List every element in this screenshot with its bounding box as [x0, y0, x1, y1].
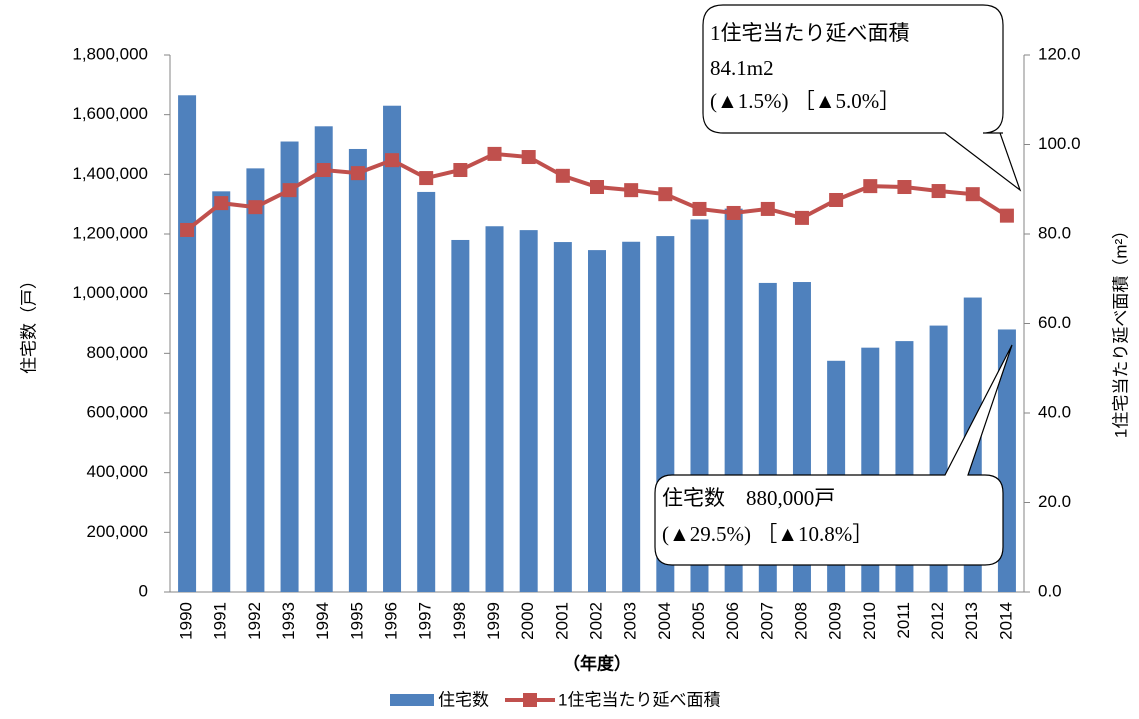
bar	[588, 250, 606, 593]
line-marker	[453, 163, 468, 178]
line-marker	[658, 187, 673, 202]
x-tick-label: 1993	[279, 602, 298, 640]
x-tick-label: 2006	[723, 602, 742, 640]
x-tick-label: 2004	[655, 602, 674, 640]
line-marker	[590, 180, 604, 195]
y-tick-label: 1,800,000	[72, 44, 148, 63]
bar	[519, 230, 538, 592]
x-tick-label: 1996	[382, 602, 401, 640]
line-marker	[897, 180, 912, 195]
line-marker	[760, 201, 775, 216]
y-tick-label: 1,000,000	[72, 283, 148, 302]
y2-tick-label: 120.0	[1038, 44, 1081, 63]
line-marker	[555, 168, 570, 183]
x-tick-label: 2012	[928, 602, 947, 640]
y-tick-label: 1,600,000	[72, 104, 148, 123]
callout-box	[702, 4, 1022, 192]
x-tick-label: 2001	[552, 602, 571, 640]
bar	[280, 141, 299, 592]
callout-text: 住宅数 880,000戸	[662, 486, 835, 510]
y-tick-label: 600,000	[87, 402, 148, 421]
y2-tick-label: 60.0	[1038, 313, 1071, 332]
line-marker	[214, 196, 229, 211]
line-marker	[726, 205, 741, 220]
x-tick-label: 2008	[791, 602, 810, 640]
x-tick-label: 1991	[211, 602, 230, 640]
bar	[553, 242, 572, 592]
callout-text: (▲1.5%) ［▲5.0%］	[710, 89, 900, 113]
y2-tick-label: 40.0	[1038, 402, 1071, 421]
x-tick-label: 2009	[826, 602, 845, 640]
x-tick-label: 2011	[894, 602, 913, 639]
y-axis-label: 住宅数（戸）	[19, 272, 38, 374]
line-marker	[419, 171, 434, 186]
x-tick-label: 1999	[484, 602, 503, 640]
x-tick-label: 2005	[689, 602, 708, 640]
line-marker	[794, 210, 809, 225]
x-tick-label: 1995	[347, 602, 366, 640]
x-tick-label: 1990	[177, 602, 196, 640]
legend-swatch	[390, 694, 434, 706]
x-tick-label: 2013	[962, 602, 981, 640]
callout-box	[654, 344, 1013, 566]
line-marker	[965, 187, 980, 202]
y2-axis-label: 1住宅当たり延べ面積（m²）	[1111, 222, 1130, 438]
x-tick-label: 1994	[313, 602, 332, 640]
line-marker	[385, 153, 400, 168]
line-marker	[282, 183, 297, 198]
x-tick-label: 2010	[860, 602, 879, 640]
y-tick-label: 200,000	[87, 522, 148, 541]
x-tick-label: 2014	[996, 602, 1015, 640]
line-marker	[931, 184, 946, 199]
bar	[348, 148, 367, 592]
x-tick-label: 1998	[450, 602, 469, 640]
y-tick-label: 1,400,000	[72, 164, 148, 183]
y2-tick-label: 20.0	[1038, 492, 1071, 511]
callout-text: 1住宅当たり延べ面積	[710, 21, 910, 45]
legend-swatch	[523, 693, 537, 707]
line-marker	[487, 146, 502, 161]
callout-text: 84.1m2	[710, 56, 774, 80]
legend: 住宅数 1住宅当たり延べ面積	[390, 690, 720, 709]
x-axis-label: （年度）	[563, 653, 631, 673]
line-marker	[692, 201, 707, 216]
line-marker	[521, 150, 536, 165]
x-tick-label: 2000	[518, 602, 537, 640]
line-marker	[829, 192, 844, 207]
legend-label: 住宅数	[438, 690, 489, 709]
x-tick-label: 1992	[245, 602, 264, 640]
y-tick-label: 1,200,000	[72, 223, 148, 242]
bar	[417, 191, 436, 592]
bar	[451, 239, 470, 592]
x-tick-label: 2002	[586, 602, 605, 640]
line-marker	[180, 222, 195, 237]
y2-tick-label: 0.0	[1038, 581, 1062, 600]
callout-text: (▲29.5%) ［▲10.8%］	[662, 522, 873, 546]
line-marker	[624, 183, 639, 198]
bar	[314, 126, 333, 592]
x-tick-label: 2003	[621, 602, 640, 640]
x-tick-label: 1997	[416, 602, 435, 640]
x-tick-label: 2007	[757, 602, 776, 640]
line-marker	[316, 163, 331, 178]
y-tick-label: 0	[139, 581, 148, 600]
line-marker	[863, 179, 878, 194]
bar	[383, 105, 402, 592]
y2-tick-label: 80.0	[1038, 223, 1071, 242]
callout-area: 1住宅当たり延べ面積 84.1m2 (▲1.5%) ［▲5.0%］ 住宅数 88…	[654, 4, 1022, 566]
bar	[622, 241, 641, 593]
bar	[246, 168, 265, 592]
line-marker	[248, 200, 263, 215]
y-tick-label: 800,000	[87, 343, 148, 362]
legend-label: 1住宅当たり延べ面積	[558, 690, 720, 709]
line-marker	[350, 166, 365, 181]
y-tick-label: 400,000	[87, 462, 148, 481]
bar	[178, 95, 197, 593]
line-marker	[999, 208, 1014, 223]
bar	[485, 226, 504, 592]
y2-tick-label: 100.0	[1038, 134, 1081, 153]
bar	[212, 191, 231, 593]
